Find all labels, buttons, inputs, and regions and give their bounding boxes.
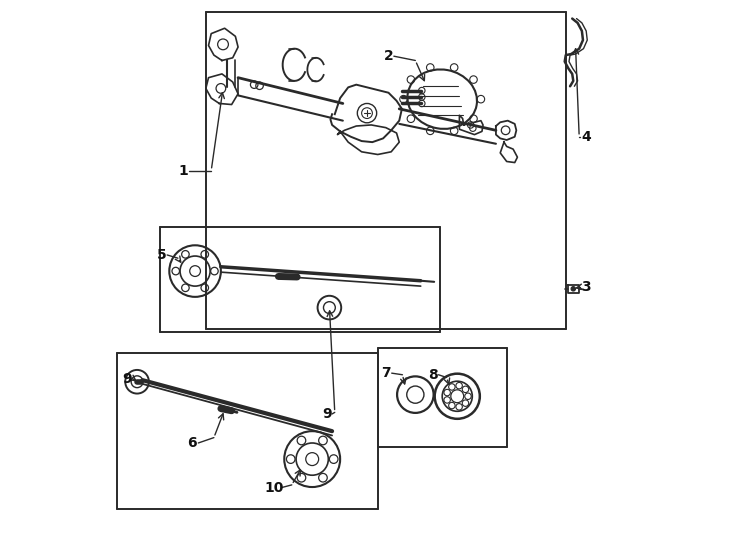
- Text: 3: 3: [581, 280, 591, 294]
- Text: 9: 9: [322, 407, 332, 421]
- Text: 9: 9: [122, 372, 131, 386]
- Circle shape: [571, 287, 575, 291]
- Text: 4: 4: [581, 130, 591, 144]
- Text: 5: 5: [157, 248, 167, 262]
- Text: 8: 8: [428, 368, 437, 382]
- Text: 6: 6: [188, 436, 197, 450]
- Text: 7: 7: [381, 366, 390, 380]
- Text: 2: 2: [384, 49, 393, 63]
- Text: 10: 10: [264, 481, 284, 495]
- Text: 1: 1: [178, 164, 188, 178]
